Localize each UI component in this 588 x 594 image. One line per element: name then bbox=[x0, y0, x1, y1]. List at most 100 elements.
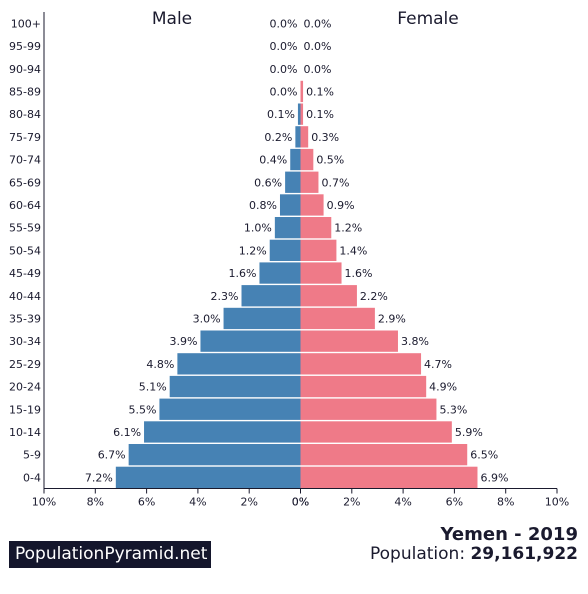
age-group-label: 60-64 bbox=[9, 199, 41, 212]
male-bar bbox=[159, 398, 301, 420]
age-group-label: 100+ bbox=[11, 17, 41, 30]
age-group-label: 90-94 bbox=[9, 63, 41, 76]
female-value-label: 5.9% bbox=[455, 426, 483, 439]
female-bar bbox=[300, 421, 452, 443]
male-value-label: 1.6% bbox=[229, 267, 257, 280]
male-bar bbox=[269, 239, 301, 261]
female-value-label: 0.7% bbox=[321, 176, 349, 189]
female-value-label: 5.3% bbox=[439, 403, 467, 416]
female-bar bbox=[300, 398, 437, 420]
x-tick-label: 8% bbox=[87, 496, 104, 509]
male-value-label: 6.7% bbox=[98, 449, 126, 462]
x-tick-label: 8% bbox=[497, 496, 514, 509]
male-bar bbox=[144, 421, 301, 443]
female-value-label: 4.9% bbox=[429, 381, 457, 394]
male-bar bbox=[297, 103, 301, 125]
male-bar bbox=[241, 285, 301, 307]
female-value-label: 0.0% bbox=[304, 63, 332, 76]
x-tick-label: 0% bbox=[292, 496, 309, 509]
female-bar bbox=[300, 307, 375, 330]
age-group-label: 75-79 bbox=[9, 131, 41, 144]
age-group-label: 10-14 bbox=[9, 426, 41, 439]
female-value-label: 2.9% bbox=[378, 312, 406, 325]
female-value-label: 0.3% bbox=[311, 131, 339, 144]
x-tick-label: 10% bbox=[545, 496, 569, 509]
male-bar bbox=[285, 171, 301, 193]
age-group-label: 80-84 bbox=[9, 108, 41, 121]
female-value-label: 1.4% bbox=[339, 244, 367, 257]
x-tick-label: 2% bbox=[343, 496, 360, 509]
male-value-label: 0.1% bbox=[267, 108, 295, 121]
female-bar bbox=[300, 239, 337, 261]
male-value-label: 2.3% bbox=[211, 290, 239, 303]
female-value-label: 0.9% bbox=[327, 199, 355, 212]
male-value-label: 1.2% bbox=[239, 244, 267, 257]
female-bar bbox=[300, 353, 422, 375]
population-line: Population: 29,161,922 bbox=[370, 544, 578, 564]
male-value-label: 7.2% bbox=[85, 471, 113, 484]
age-group-label: 30-34 bbox=[9, 335, 41, 348]
male-value-label: 3.0% bbox=[193, 312, 221, 325]
female-value-label: 1.6% bbox=[345, 267, 373, 280]
male-value-label: 3.9% bbox=[170, 335, 198, 348]
female-bar bbox=[300, 444, 468, 466]
age-group-label: 70-74 bbox=[9, 154, 41, 167]
male-value-label: 5.1% bbox=[139, 381, 167, 394]
age-group-label: 5-9 bbox=[23, 449, 41, 462]
x-tick-label: 4% bbox=[394, 496, 411, 509]
female-bar bbox=[300, 103, 304, 125]
female-value-label: 4.7% bbox=[424, 358, 452, 371]
male-value-label: 0.0% bbox=[270, 85, 298, 98]
male-bar bbox=[200, 330, 301, 352]
male-value-label: 4.8% bbox=[146, 358, 174, 371]
population-label: Population: bbox=[370, 544, 466, 564]
brand-logo[interactable]: PopulationPyramid.net bbox=[9, 541, 211, 568]
x-tick-label: 10% bbox=[32, 496, 56, 509]
male-title: Male bbox=[152, 9, 192, 29]
age-group-label: 40-44 bbox=[9, 290, 41, 303]
female-value-label: 6.9% bbox=[480, 471, 508, 484]
female-bar bbox=[300, 262, 342, 284]
x-tick-label: 6% bbox=[138, 496, 155, 509]
female-value-label: 1.2% bbox=[334, 222, 362, 235]
population-pyramid-chart: Male Female 100+ 0.0% 0.0% 95-99 0.0% 0.0% 90-94… bbox=[9, 9, 569, 509]
age-group-label: 45-49 bbox=[9, 267, 41, 280]
male-value-label: 0.0% bbox=[270, 17, 298, 30]
age-group-label: 50-54 bbox=[9, 244, 41, 257]
age-group-label: 35-39 bbox=[9, 312, 41, 325]
age-group-label: 85-89 bbox=[9, 85, 41, 98]
male-value-label: 0.4% bbox=[259, 154, 287, 167]
female-bar bbox=[300, 171, 319, 193]
male-bar bbox=[223, 307, 301, 330]
x-tick-label: 0% bbox=[292, 496, 309, 509]
male-bar bbox=[259, 262, 301, 284]
age-group-label: 65-69 bbox=[9, 176, 41, 189]
male-bar bbox=[274, 217, 301, 239]
female-bar bbox=[300, 80, 304, 103]
male-bar bbox=[115, 466, 301, 488]
x-tick-label: 4% bbox=[189, 496, 206, 509]
female-bar bbox=[300, 330, 398, 352]
female-bar bbox=[300, 148, 314, 171]
male-bar bbox=[295, 126, 301, 148]
female-bar bbox=[300, 375, 427, 398]
male-bar bbox=[290, 148, 301, 171]
male-value-label: 0.8% bbox=[249, 199, 277, 212]
female-value-label: 6.5% bbox=[470, 449, 498, 462]
male-value-label: 5.5% bbox=[128, 403, 156, 416]
male-value-label: 1.0% bbox=[244, 222, 272, 235]
female-value-label: 0.1% bbox=[306, 108, 334, 121]
female-value-label: 0.1% bbox=[306, 85, 334, 98]
male-bar bbox=[128, 444, 301, 466]
age-group-label: 95-99 bbox=[9, 40, 41, 53]
male-value-label: 0.2% bbox=[264, 131, 292, 144]
age-group-label: 0-4 bbox=[23, 471, 41, 484]
female-bar bbox=[300, 126, 309, 148]
population-value: 29,161,922 bbox=[470, 544, 578, 564]
male-value-label: 6.1% bbox=[113, 426, 141, 439]
age-group-label: 15-19 bbox=[9, 403, 41, 416]
x-tick-label: 6% bbox=[446, 496, 463, 509]
male-value-label: 0.0% bbox=[270, 40, 298, 53]
male-bar bbox=[279, 194, 301, 216]
female-value-label: 3.8% bbox=[401, 335, 429, 348]
